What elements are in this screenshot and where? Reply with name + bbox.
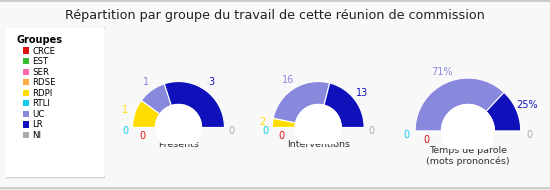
Text: 0: 0 xyxy=(404,130,410,140)
Circle shape xyxy=(442,105,494,157)
Circle shape xyxy=(156,105,201,150)
Polygon shape xyxy=(133,101,160,127)
Text: 1: 1 xyxy=(142,77,149,87)
Legend: CRCE, EST, SER, RDSE, RDPI, RTLI, UC, LR, NI: CRCE, EST, SER, RDSE, RDPI, RTLI, UC, LR… xyxy=(14,32,65,142)
Text: 2: 2 xyxy=(260,117,266,127)
Circle shape xyxy=(295,105,341,150)
Text: 0: 0 xyxy=(122,126,128,136)
Text: Temps de parole
(mots prononcés): Temps de parole (mots prononcés) xyxy=(426,146,510,166)
Text: 16: 16 xyxy=(283,75,295,85)
Text: 1: 1 xyxy=(122,105,128,115)
Polygon shape xyxy=(164,82,224,127)
Text: 0: 0 xyxy=(368,126,375,136)
Polygon shape xyxy=(324,83,364,127)
Text: 0: 0 xyxy=(139,131,145,141)
Text: Répartition par groupe du travail de cette réunion de commission: Répartition par groupe du travail de cet… xyxy=(65,9,485,21)
Text: 3: 3 xyxy=(208,77,214,87)
Text: 0: 0 xyxy=(229,126,235,136)
Text: Interventions: Interventions xyxy=(287,140,350,149)
Text: 0: 0 xyxy=(279,131,285,141)
FancyBboxPatch shape xyxy=(3,27,106,178)
Text: 0: 0 xyxy=(526,130,532,140)
Text: 0: 0 xyxy=(423,135,429,145)
Polygon shape xyxy=(486,92,521,131)
Text: Présents: Présents xyxy=(158,140,199,149)
Text: 25%: 25% xyxy=(516,100,538,110)
Polygon shape xyxy=(415,78,504,131)
Text: 13: 13 xyxy=(356,88,369,98)
Polygon shape xyxy=(141,84,172,114)
Polygon shape xyxy=(272,118,296,127)
Text: 0: 0 xyxy=(262,126,268,136)
Polygon shape xyxy=(273,82,329,123)
Text: 71%: 71% xyxy=(432,67,453,77)
